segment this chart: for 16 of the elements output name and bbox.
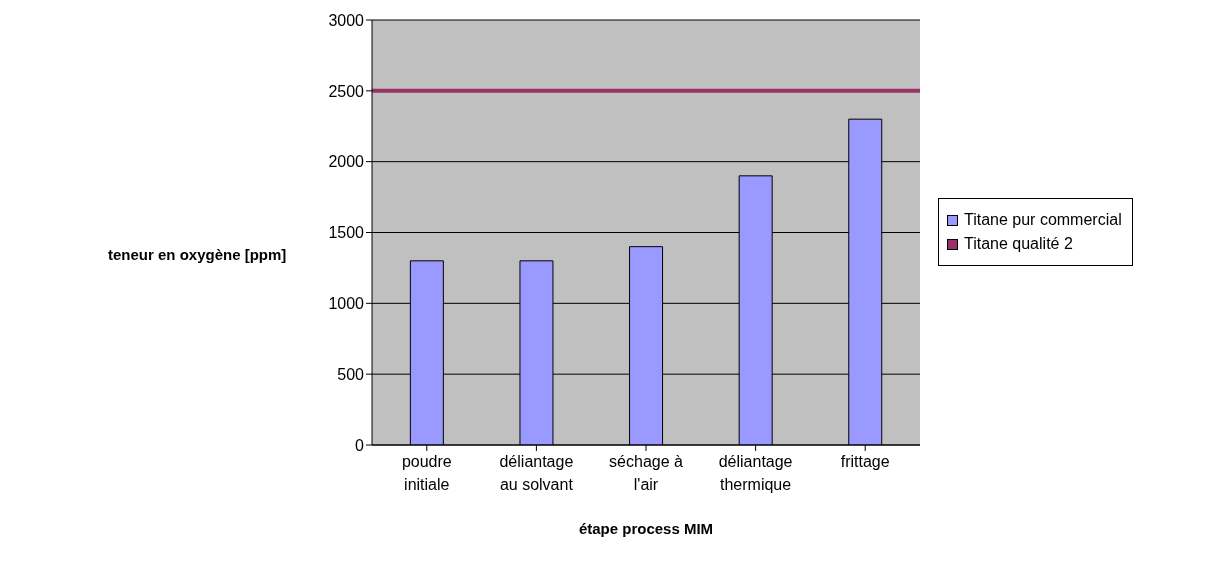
x-tick-label: déliantage thermique (718, 453, 793, 493)
y-tick-label: 1000 (328, 295, 365, 313)
legend-label: Titane pur commercial (964, 211, 1122, 229)
x-tick-label: frittage (840, 453, 890, 470)
y-tick-label: 2500 (328, 82, 365, 100)
y-tick-label: 1500 (328, 224, 365, 242)
y-tick-label: 500 (337, 365, 365, 383)
x-axis-title: étape process MIM (577, 520, 715, 537)
x-tick-label: déliantage au solvant (499, 453, 574, 493)
y-tick-label: 2000 (328, 153, 365, 171)
y-tick-label: 3000 (328, 11, 365, 29)
y-axis-title: teneur en oxygène [ppm] (108, 246, 287, 263)
legend-label: Titane qualité 2 (964, 235, 1073, 253)
y-tick-label: 0 (355, 436, 365, 454)
x-tick-label: poudre initiale (401, 453, 452, 493)
x-tick-label: séchage à l'air (609, 453, 684, 493)
